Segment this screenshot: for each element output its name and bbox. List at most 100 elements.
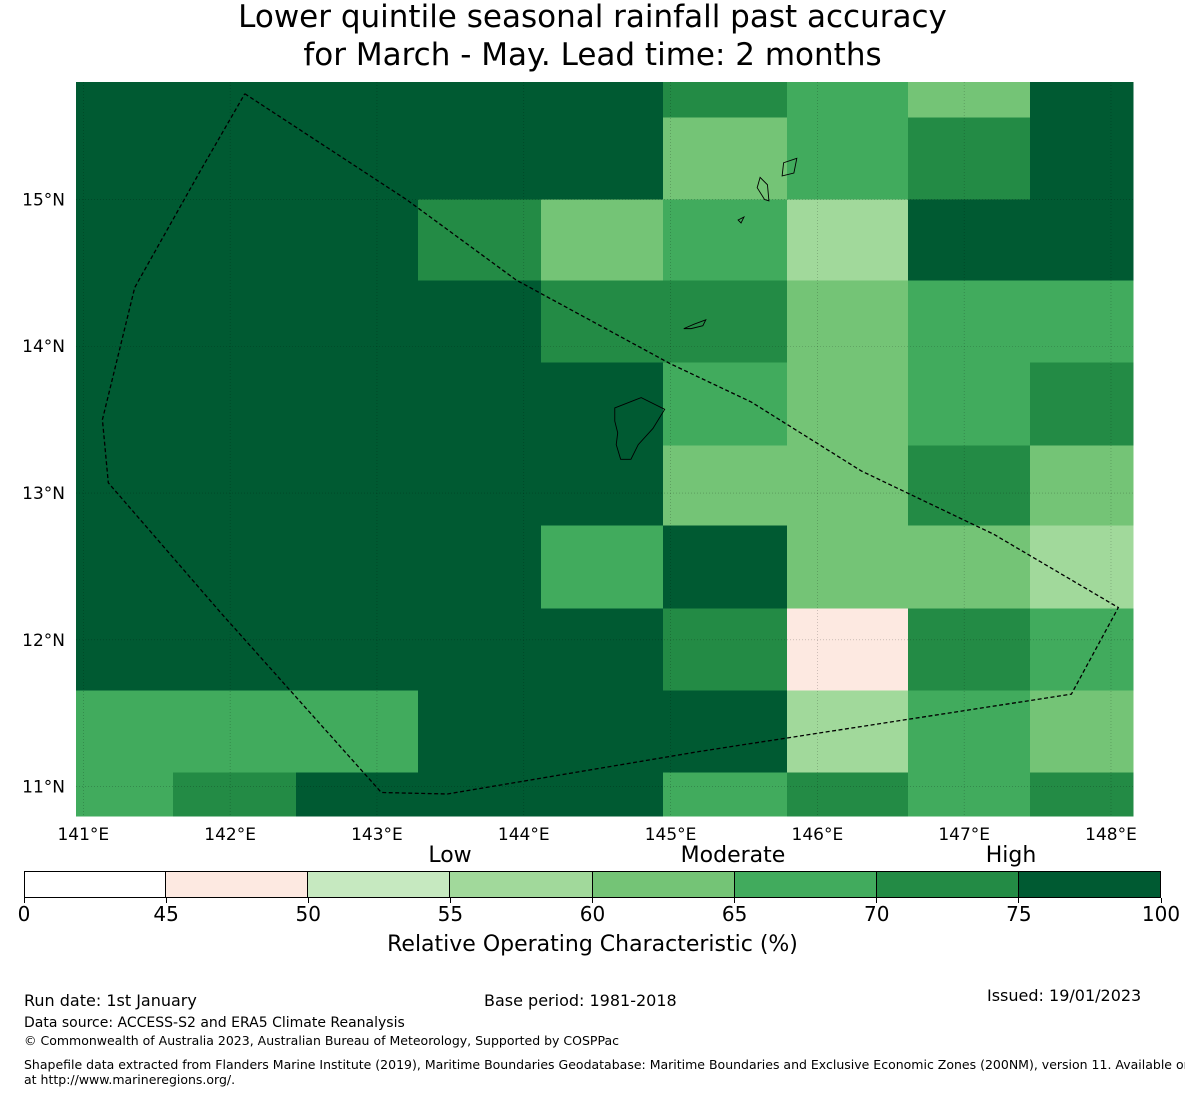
roc-grid-cell: [418, 362, 542, 446]
copyright: © Commonwealth of Australia 2023, Austra…: [24, 1033, 619, 1048]
roc-grid-cell: [173, 690, 297, 773]
roc-grid-cell: [418, 772, 542, 817]
roc-grid-cell: [663, 690, 788, 773]
x-tick-label: 142°E: [204, 825, 256, 840]
roc-grid-cell: [908, 82, 1031, 118]
eez-boundary: [101, 93, 1120, 795]
island-coastline: [614, 397, 666, 460]
x-tick-label: 146°E: [792, 825, 844, 840]
roc-grid-cell: [663, 199, 788, 281]
roc-grid-cell: [541, 199, 664, 281]
roc-grid-cell: [541, 690, 664, 773]
island-coastline: [781, 157, 798, 177]
roc-grid-cell: [76, 690, 174, 773]
roc-grid-cell: [787, 772, 909, 817]
roc-grid-cell: [1030, 117, 1134, 200]
roc-grid-cell: [173, 525, 297, 609]
roc-grid-cell: [296, 82, 419, 118]
colorbar-segment: [1018, 871, 1161, 898]
roc-grid-cell: [663, 82, 788, 118]
roc-grid-cell: [1030, 82, 1134, 118]
roc-grid-cell: [296, 117, 419, 200]
colorbar-tick-label: 75: [1006, 902, 1032, 926]
roc-grid-cell: [418, 608, 542, 691]
roc-grid-cell: [787, 445, 909, 526]
colorbar-segment: [450, 871, 593, 898]
roc-grid-cell: [296, 525, 419, 609]
y-tick-label: 13°N: [22, 484, 65, 504]
x-tick-label: 148°E: [1085, 825, 1137, 840]
colorbar-tick: [734, 898, 736, 903]
roc-grid-cell: [173, 280, 297, 363]
roc-grid-cell: [1030, 199, 1134, 281]
roc-grid-cell: [1030, 445, 1134, 526]
shapefile-credit-line2: at http://www.marineregions.org/.: [24, 1072, 236, 1087]
roc-grid-cell: [76, 772, 174, 817]
colorbar-segment: [592, 871, 735, 898]
island-coastline: [737, 216, 745, 224]
roc-grid-cell: [76, 525, 174, 609]
roc-grid-cell: [76, 82, 174, 118]
roc-grid-cell: [787, 280, 909, 363]
roc-grid-cell: [787, 690, 909, 773]
roc-grid-cell: [663, 608, 788, 691]
roc-grid-cell: [296, 199, 419, 281]
roc-grid-cell: [296, 690, 419, 773]
colorbar-segment: [876, 871, 1019, 898]
roc-grid-cell: [76, 362, 174, 446]
colorbar-tick: [23, 898, 25, 903]
roc-grid-cell: [663, 525, 788, 609]
roc-grid-cell: [1030, 690, 1134, 773]
roc-grid-cell: [787, 199, 909, 281]
y-tick-label: 12°N: [22, 631, 65, 651]
colorbar-tick-label: 50: [295, 902, 321, 926]
roc-grid-cell: [418, 82, 542, 118]
roc-grid-cell: [908, 608, 1031, 691]
colorbar-tick: [592, 898, 593, 903]
colorbar-tick-label: 45: [153, 902, 179, 926]
roc-grid-cell: [76, 608, 174, 691]
roc-grid-cell: [173, 362, 297, 446]
roc-grid-cell: [787, 608, 909, 691]
roc-grid-cell: [76, 117, 174, 200]
colorbar-tick-label: 100: [1141, 902, 1181, 926]
map-title-line1: Lower quintile seasonal rainfall past ac…: [238, 0, 947, 35]
roc-grid-cell: [296, 445, 419, 526]
roc-grid-cell: [541, 280, 664, 363]
shapefile-credit-line1: Shapefile data extracted from Flanders M…: [24, 1057, 1185, 1072]
roc-grid-cell: [663, 117, 788, 200]
roc-grid-cell: [541, 362, 664, 446]
roc-grid-cell: [908, 117, 1031, 200]
colorbar-category-high: High: [985, 843, 1037, 868]
x-tick-label: 145°E: [645, 825, 697, 840]
y-tick-label: 15°N: [22, 190, 65, 210]
roc-grid-cell: [173, 608, 297, 691]
roc-grid-cell: [418, 199, 542, 281]
roc-grid-cell: [76, 280, 174, 363]
x-tick-label: 143°E: [351, 825, 403, 840]
roc-grid-cell: [787, 525, 909, 609]
roc-grid-cell: [541, 525, 664, 609]
colorbar-segment: [166, 871, 309, 898]
roc-grid-cell: [418, 445, 542, 526]
roc-grid-cell: [1030, 772, 1134, 817]
roc-grid-cell: [1030, 525, 1134, 609]
roc-grid-cell: [76, 445, 174, 526]
roc-grid-cell: [541, 117, 664, 200]
colorbar-tick: [876, 898, 878, 903]
roc-grid-cell: [908, 199, 1031, 281]
colorbar-tick-label: 70: [864, 902, 890, 926]
roc-grid-cell: [418, 525, 542, 609]
roc-grid-cell: [173, 772, 297, 817]
roc-grid-cell: [296, 772, 419, 817]
colorbar-tick: [165, 898, 167, 903]
roc-grid-cell: [908, 525, 1031, 609]
roc-grid-cell: [296, 608, 419, 691]
y-tick-label: 14°N: [22, 337, 65, 357]
roc-map: 141°E 142°E 143°E 144°E 145°E 146°E 147°E 148°E…: [22, 82, 1137, 840]
roc-grid-cell: [541, 608, 664, 691]
roc-grid-cell: [173, 117, 297, 200]
roc-grid-cell: [908, 690, 1031, 773]
colorbar-category-low: Low: [428, 843, 472, 868]
roc-grid-cell: [787, 362, 909, 446]
